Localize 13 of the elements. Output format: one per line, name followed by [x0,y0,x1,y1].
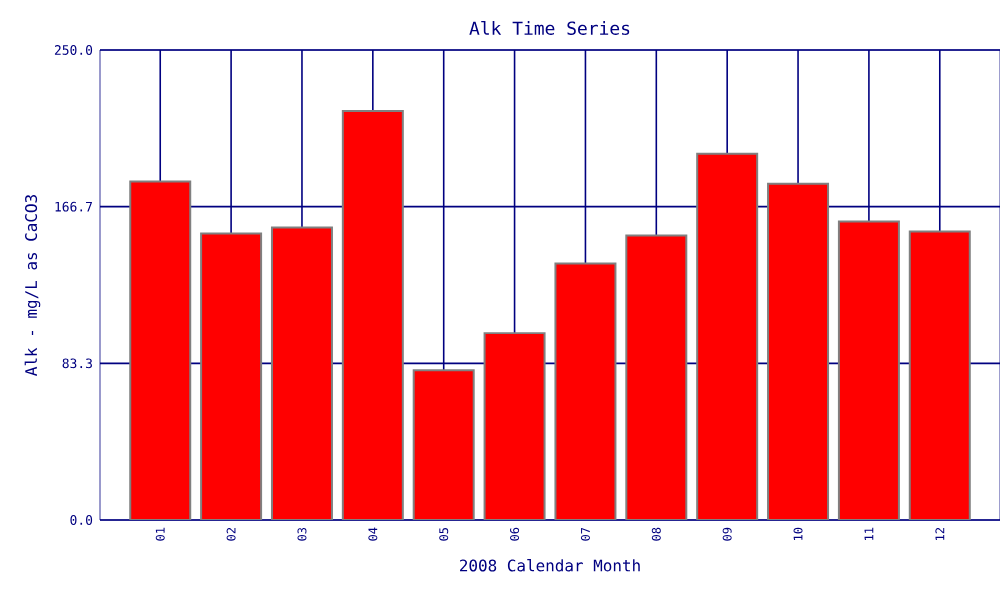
bar [697,153,758,520]
bar [908,230,971,520]
bar [130,181,191,520]
bar [342,111,403,520]
bar [768,183,829,520]
bar [626,235,687,520]
bar [201,233,262,520]
chart-title: Alk Time Series [469,21,630,35]
bar [555,263,616,520]
bar [271,227,332,520]
bar [484,333,545,520]
bar [413,370,474,520]
bar [838,221,899,520]
